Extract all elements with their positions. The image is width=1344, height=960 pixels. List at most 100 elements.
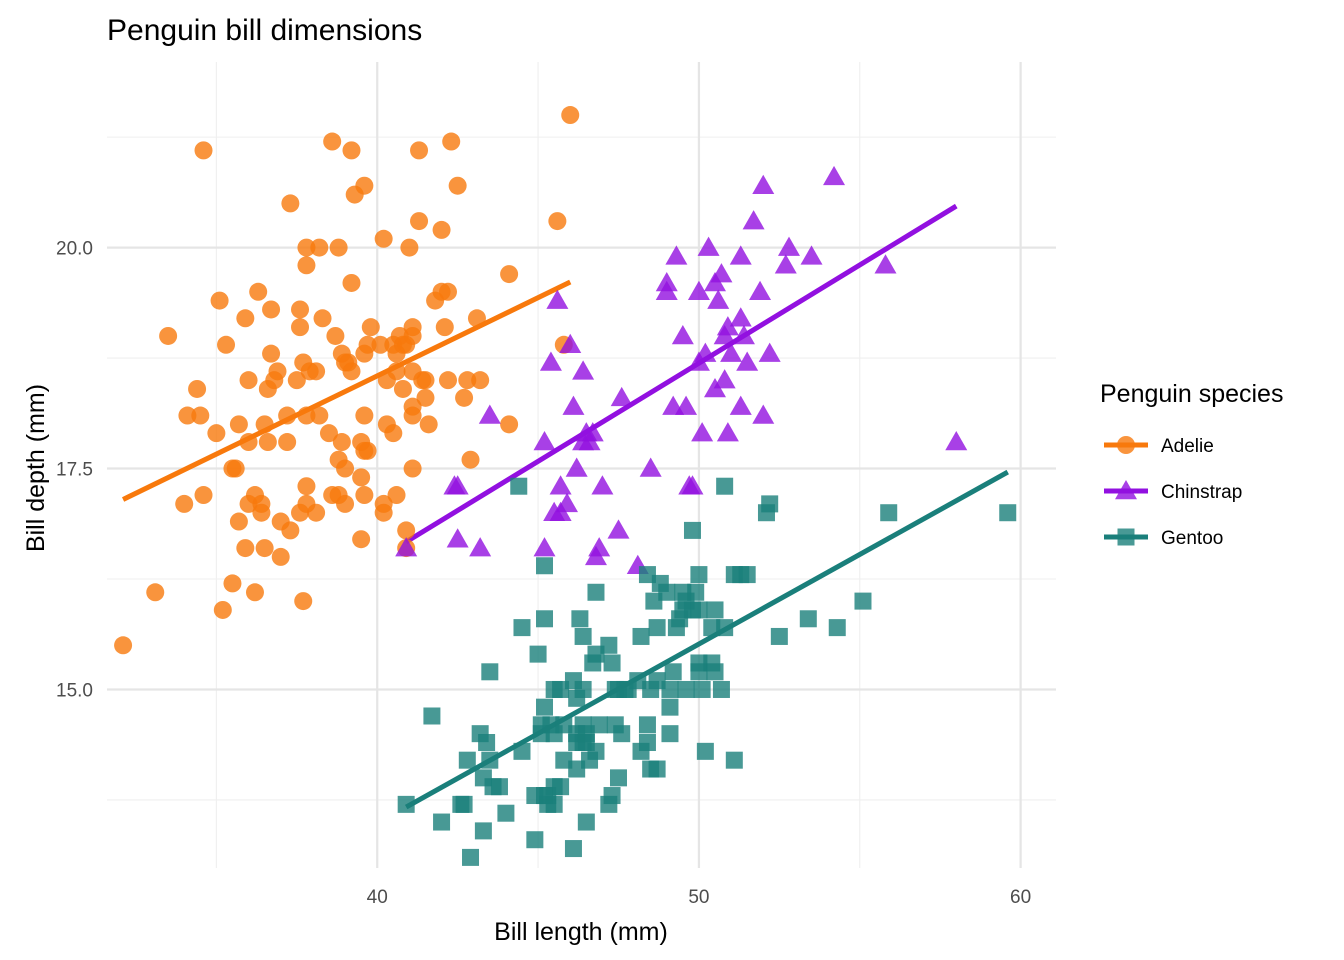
chinstrap-point — [774, 254, 797, 274]
adelie-point — [461, 450, 480, 469]
adelie-point — [226, 459, 245, 478]
gentoo-point — [577, 813, 595, 831]
gentoo-point — [648, 760, 666, 778]
gentoo-point — [999, 504, 1017, 522]
adelie-point — [294, 592, 313, 611]
adelie-point — [438, 371, 457, 390]
gentoo-point — [574, 680, 592, 698]
gentoo-point — [552, 778, 570, 796]
chinstrap-point — [565, 457, 588, 477]
y-axis-title: Bill depth (mm) — [22, 384, 50, 552]
adelie-point — [432, 220, 451, 239]
adelie-point — [400, 238, 419, 257]
chinstrap-point — [655, 271, 678, 292]
gentoo-point — [481, 663, 499, 681]
chinstrap-point — [446, 528, 469, 548]
gentoo-point — [738, 566, 756, 584]
gentoo-point — [690, 654, 708, 672]
adelie-point — [329, 238, 348, 257]
adelie-point — [310, 238, 329, 257]
adelie-point — [236, 309, 255, 328]
adelie-point — [548, 212, 567, 231]
adelie-point — [239, 433, 258, 452]
chinstrap-point — [665, 245, 688, 265]
chinstrap-point — [549, 475, 572, 495]
legend-title: Penguin species — [1100, 380, 1283, 408]
gentoo-point — [458, 751, 476, 769]
adelie-point — [258, 433, 277, 452]
gentoo-point — [629, 672, 647, 690]
gentoo-point — [536, 610, 554, 628]
chinstrap-point — [716, 316, 739, 336]
chinstrap-point — [697, 236, 720, 256]
adelie-point — [223, 574, 242, 593]
adelie-point — [291, 300, 310, 319]
adelie-point — [291, 318, 310, 337]
gentoo-point — [587, 645, 605, 663]
gentoo-point — [571, 610, 589, 628]
adelie-point — [207, 424, 226, 443]
gentoo-point — [609, 769, 627, 787]
legend-gentoo-marker — [1117, 528, 1135, 546]
adelie-point — [307, 503, 326, 522]
adelie-point — [561, 106, 580, 125]
adelie-point — [297, 238, 316, 257]
trend-lines — [121, 203, 1009, 810]
gentoo-point — [397, 795, 415, 813]
gentoo-point — [638, 734, 656, 752]
chinstrap-point — [639, 457, 662, 477]
adelie-point — [297, 406, 316, 425]
legend-adelie-marker — [1117, 436, 1135, 454]
gentoo-point — [648, 672, 666, 690]
chinstrap-point — [823, 165, 846, 186]
adelie-point — [342, 273, 361, 292]
gentoo-point — [600, 636, 618, 654]
adelie-point — [358, 441, 377, 460]
adelie-point — [268, 362, 287, 381]
gentoo-point — [648, 619, 666, 637]
adelie-point — [355, 406, 374, 425]
gentoo-point — [536, 698, 554, 716]
adelie-point — [194, 141, 213, 160]
gentoo-point — [638, 566, 656, 584]
data-points — [114, 106, 1017, 866]
gentoo-point — [690, 566, 708, 584]
gentoo-point — [661, 680, 679, 698]
adelie-point — [249, 282, 268, 301]
gentoo-point — [828, 619, 846, 637]
gentoo-point — [490, 778, 508, 796]
adelie-point — [500, 415, 519, 434]
legend-chinstrap-label: Chinstrap — [1161, 482, 1242, 503]
chinstrap-point — [742, 210, 765, 230]
gentoo-point — [455, 795, 473, 813]
adelie-point — [410, 212, 429, 231]
chart-title: Penguin bill dimensions — [107, 14, 422, 47]
chinstrap-point — [671, 324, 694, 345]
adelie-point — [255, 539, 274, 558]
adelie-point — [355, 176, 374, 195]
chinstrap-point — [752, 174, 775, 194]
adelie-point — [416, 371, 435, 390]
adelie-point — [403, 459, 422, 478]
gentoo-point — [433, 813, 451, 831]
gentoo-point — [677, 680, 695, 698]
chinstrap-trend-line — [404, 203, 958, 545]
adelie-point — [278, 406, 297, 425]
chinstrap-point — [874, 254, 897, 274]
x-tick-label: 60 — [1010, 887, 1031, 908]
chinstrap-point — [687, 280, 710, 301]
adelie-point — [194, 486, 213, 505]
x-axis-ticks: 40 50 60 — [367, 887, 1032, 908]
chinstrap-point — [572, 360, 595, 380]
legend-gentoo-label: Gentoo — [1161, 528, 1223, 549]
chinstrap-point — [752, 404, 775, 424]
gentoo-point — [632, 627, 650, 645]
gentoo-point — [423, 707, 441, 725]
adelie-point — [159, 326, 178, 345]
adelie-point — [342, 141, 361, 160]
chinstrap-point — [556, 492, 579, 513]
adelie-point — [252, 494, 271, 513]
adelie-point — [361, 318, 380, 337]
adelie-point — [352, 530, 371, 549]
gentoo-point — [638, 716, 656, 734]
